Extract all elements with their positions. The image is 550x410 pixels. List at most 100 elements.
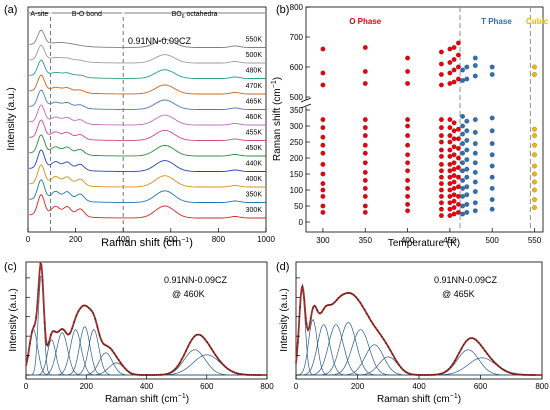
data-point [58,329,61,332]
fit-peak-5 [296,329,542,376]
data-point [363,308,366,311]
point-T-3 [460,185,466,191]
data-point [45,343,48,346]
b-xtick-label-3: 450 [443,236,457,245]
b-ytick-label-6: 300 [290,122,304,131]
point-T-22 [464,137,470,143]
point-O-91 [451,160,457,166]
data-point [499,366,502,369]
point-O-14 [320,46,326,52]
point-O-44 [405,55,411,61]
point-Cubic-3 [532,179,537,185]
data-point [208,344,211,347]
region-label-2: BO6 octahedra [172,11,218,20]
point-O-62 [439,61,444,67]
spectrum-455K [29,119,266,141]
point-T-26 [464,64,470,70]
point-T-32 [472,160,478,166]
data-point [527,374,530,376]
data-point [365,312,368,315]
point-O-58 [439,125,444,130]
panel-d-frame [295,261,543,380]
series-label-470K: 470K [246,83,263,90]
data-point [235,372,238,375]
data-point [324,305,327,308]
point-T-31 [472,169,478,175]
point-T-36 [472,117,478,122]
point-T-0 [460,211,466,217]
point-O-47 [439,200,444,206]
point-T-20 [464,157,470,163]
data-point [237,372,240,375]
point-T-9 [460,131,466,137]
point-O-11 [320,117,326,122]
point-O-36 [405,160,411,166]
data-point [246,373,249,376]
data-point [423,374,426,376]
data-point [503,369,506,372]
data-point [159,373,162,376]
data-point [134,373,137,376]
spectrum-400K [29,164,266,188]
fit-peak-4 [296,322,542,376]
data-point [318,312,321,315]
data-point [161,373,164,376]
point-T-45 [489,152,495,158]
point-O-104 [456,184,461,190]
data-point [415,373,418,376]
point-O-27 [362,81,368,86]
data-point [428,374,430,376]
data-point [322,308,325,310]
data-point [355,296,357,298]
point-T-1 [460,203,466,209]
data-point [419,374,422,376]
axis-break-mark-2 [300,103,312,109]
point-O-105 [456,174,461,180]
data-point [361,305,364,307]
point-O-10 [320,125,326,130]
series-label-460K: 460K [246,114,263,121]
b-ytick-label-2: 100 [290,186,304,195]
xtick-label-1: 200 [69,235,83,244]
point-T-23 [464,128,470,134]
data-point [391,353,394,356]
data-point [400,366,403,369]
point-O-56 [439,139,444,145]
axis-break-mask [302,100,310,107]
point-Cubic-9 [532,126,537,132]
data-point [220,362,223,365]
point-O-103 [456,193,461,199]
data-point [31,331,33,333]
data-point [376,329,379,332]
data-point [62,328,65,331]
data-point [303,299,306,301]
data-point [77,310,80,313]
point-O-30 [405,208,411,214]
spectrum-470K [29,74,266,95]
data-point [486,352,489,355]
panel-c-letter: (c) [4,261,17,273]
point-O-67 [447,193,453,199]
point-T-28 [472,200,478,206]
data-point [408,372,411,375]
spectrum-350K [29,179,266,203]
point-T-44 [489,163,495,169]
data-point [113,352,116,355]
point-O-2 [320,193,326,199]
phase-label-1: T Phase [481,17,512,26]
point-O-4 [320,181,326,187]
spectrum-465K [29,89,266,110]
point-O-71 [447,168,453,174]
fit-envelope [25,261,267,376]
point-T-33 [472,150,478,156]
data-point [242,373,244,376]
data-point [398,364,400,366]
data-point [426,374,428,376]
data-point [183,354,185,357]
point-T-7 [460,150,466,156]
point-T-40 [489,206,495,212]
data-point [482,347,484,349]
data-point [359,301,362,304]
data-point [223,364,225,367]
data-point [48,341,50,344]
